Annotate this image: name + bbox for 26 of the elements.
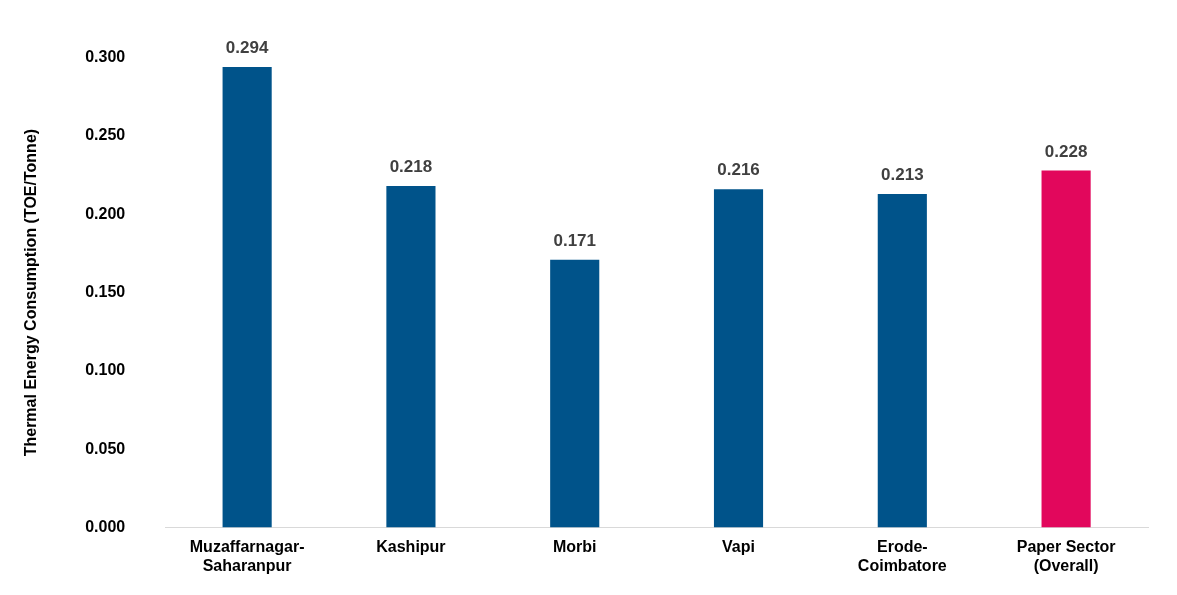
data-label: 0.218 xyxy=(389,157,433,177)
x-tick-label: Kashipur xyxy=(376,537,446,555)
y-axis-title: Thermal Energy Consumption (TOE/Tonne) xyxy=(22,128,40,457)
bar xyxy=(222,67,272,528)
data-label: 0.228 xyxy=(1044,141,1088,161)
bar xyxy=(386,186,436,528)
y-tick-label: 0.250 xyxy=(85,126,126,144)
data-label: 0.294 xyxy=(225,38,269,58)
y-tick-label: 0.100 xyxy=(85,361,126,379)
bar xyxy=(550,259,600,528)
x-tick-label: Paper Sector (Overall) xyxy=(1016,537,1116,574)
y-tick-label: 0.050 xyxy=(85,439,126,457)
x-tick-label: Muzaffarnagar-Saharanpur xyxy=(189,537,305,574)
y-tick-label: 0.000 xyxy=(85,518,126,536)
data-label: 0.213 xyxy=(881,165,924,185)
bar xyxy=(877,193,927,528)
y-tick-label: 0.200 xyxy=(85,204,126,222)
x-tick-label: Morbi xyxy=(552,537,597,555)
bar xyxy=(1041,170,1091,528)
x-tick-label: Vapi xyxy=(722,537,755,555)
data-label: 0.171 xyxy=(553,230,596,250)
y-tick-label: 0.300 xyxy=(85,48,126,66)
data-label: 0.216 xyxy=(717,160,760,180)
bar xyxy=(713,189,764,528)
y-tick-label: 0.150 xyxy=(85,283,126,301)
x-tick-label: Erode-Coimbatore xyxy=(857,537,947,574)
